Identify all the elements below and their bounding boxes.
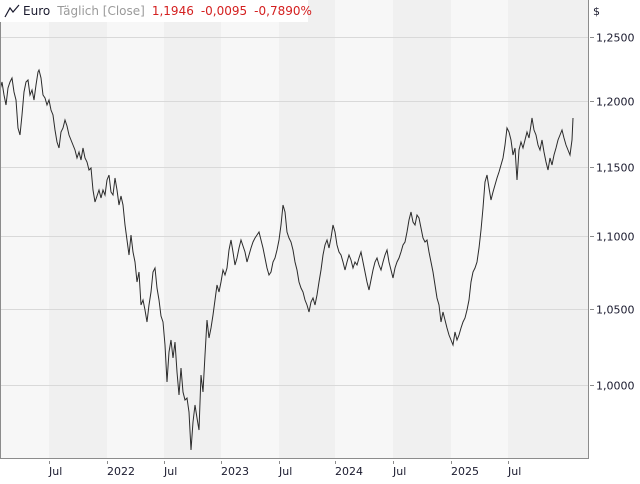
x-tick-label: 2023	[221, 465, 249, 478]
period-band	[393, 0, 451, 458]
period-band	[221, 0, 279, 458]
period-band	[0, 0, 49, 458]
chart-header: Euro Täglich [Close] 1,1946 -0,0095 -0,7…	[0, 0, 312, 22]
price-change: -0,0095	[200, 4, 248, 18]
x-tick-label: 2025	[451, 465, 479, 478]
price-line	[0, 68, 574, 451]
y-tick-label: 1,2000	[596, 96, 635, 109]
y-tick-label: 1,1000	[596, 231, 635, 244]
x-tick-label: Jul	[507, 465, 521, 478]
period-band	[335, 0, 393, 458]
period-band	[451, 0, 508, 458]
x-axis: Jul 2022 Jul 2023 Jul 2024 Jul 2025 Jul	[48, 461, 521, 478]
y-tick-label: 1,0000	[596, 380, 635, 393]
x-tick-label: Jul	[163, 465, 177, 478]
line-chart-icon	[4, 4, 20, 18]
y-axis-unit: $	[593, 5, 600, 18]
x-tick-label: 2022	[107, 465, 135, 478]
period-band	[107, 0, 164, 458]
y-tick-label: 1,0500	[596, 304, 635, 317]
last-price: 1,1946	[151, 4, 194, 18]
y-tick-label: 1,1500	[596, 162, 635, 175]
period-band	[508, 0, 588, 458]
x-tick-label: Jul	[48, 465, 62, 478]
instrument-name: Euro	[23, 4, 51, 18]
period-band	[164, 0, 221, 458]
grid-lines	[0, 37, 588, 386]
price-change-percent: -0,7890%	[254, 4, 312, 18]
x-tick-label: Jul	[392, 465, 406, 478]
chart-mode: Täglich [Close]	[57, 4, 145, 18]
period-bands	[0, 0, 588, 458]
y-tick-label: 1,2500	[596, 32, 635, 45]
period-band	[49, 0, 107, 458]
x-tick-label: 2024	[335, 465, 363, 478]
x-tick-label: Jul	[278, 465, 292, 478]
y-axis: 1,2500 1,2000 1,1500 1,1000 1,0500 1,0000	[590, 32, 635, 393]
period-band	[279, 0, 335, 458]
